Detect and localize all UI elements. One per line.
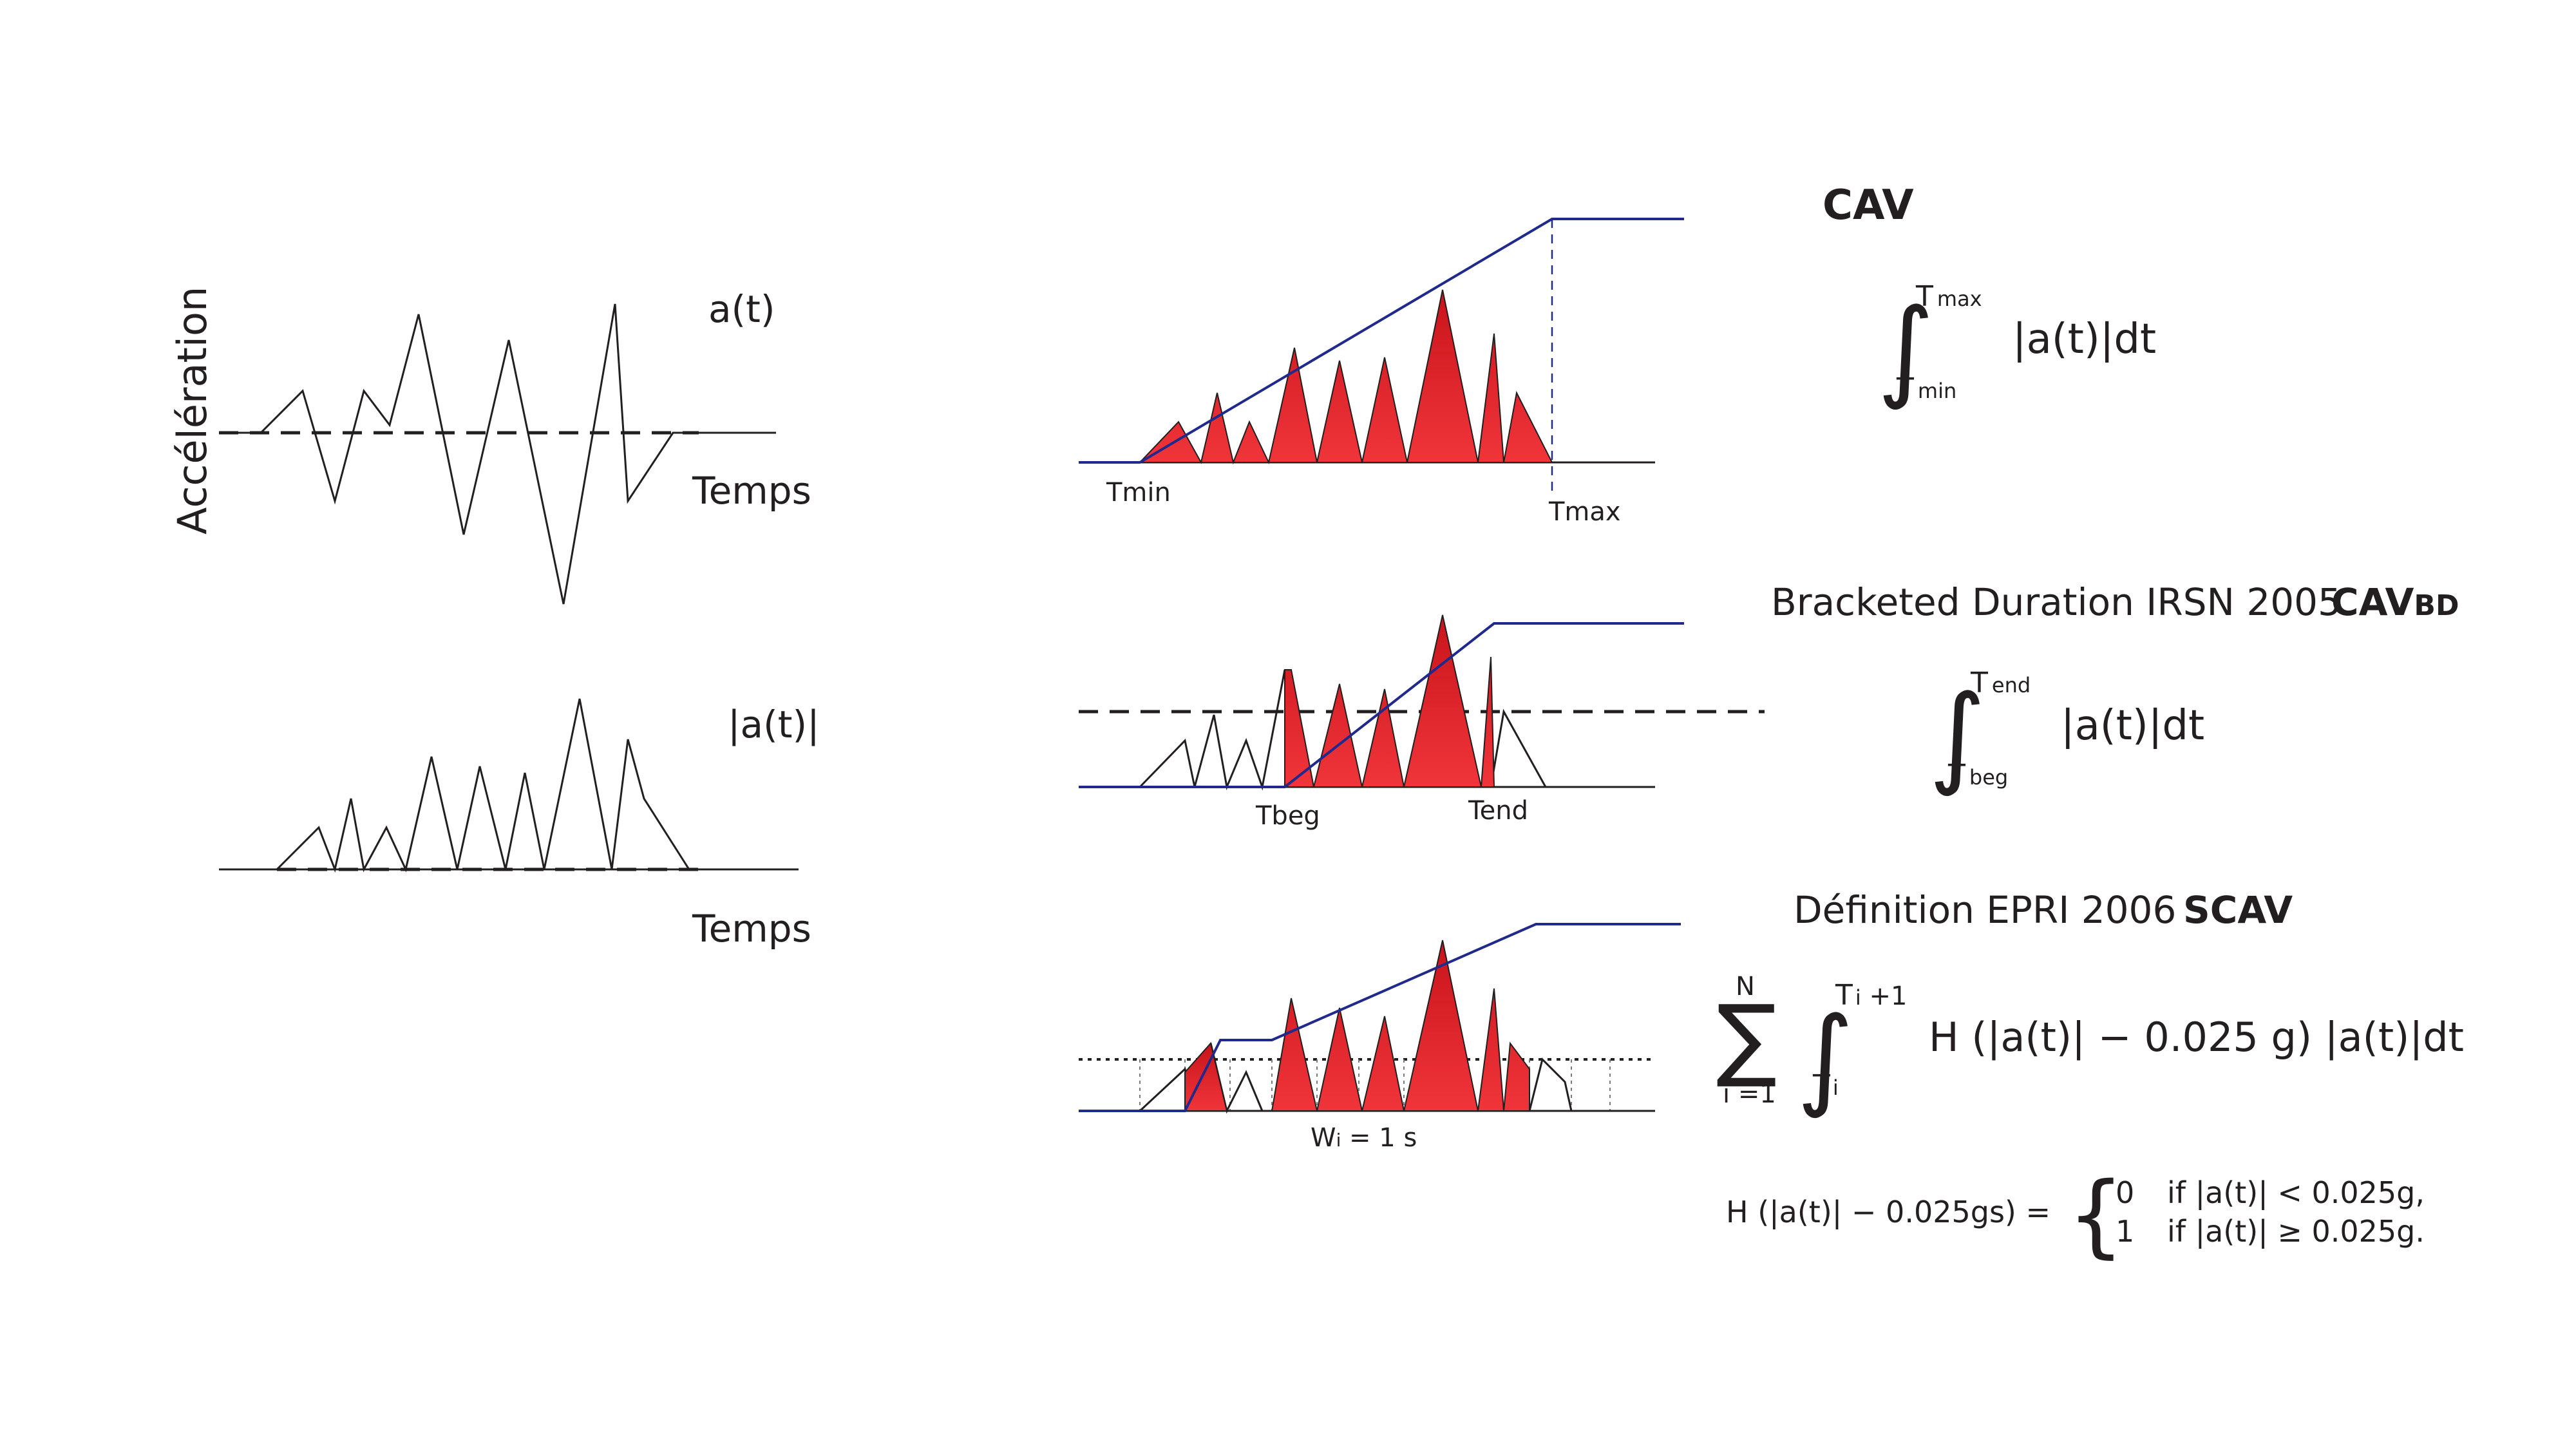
time-label-top: Temps (692, 469, 811, 513)
abs-acceleration-signal (276, 698, 799, 873)
integral-icon: ∫ (1929, 672, 1986, 799)
scav-title: Définition EPRI 2006 (1794, 888, 2176, 932)
cavbd-tail (1490, 708, 1547, 788)
scav-red-spikes-left (1184, 1041, 1228, 1112)
cavbd-integrand: |a(t)|dt (2061, 702, 2204, 750)
sum-upper-limit: N (1736, 972, 1755, 1001)
signal-panel: Accélération a(t) Temps (169, 287, 811, 605)
heaviside-case1-value: 0 (2116, 1175, 2134, 1210)
integral-icon: ∫ (1797, 994, 1854, 1121)
scav-integrand: H (|a(t)| − 0.025 g) |a(t)|dt (1929, 1014, 2464, 1061)
cavbd-title: Bracketed Duration IRSN 2005 (1771, 580, 2342, 624)
cav-tmax-label: Tmax (1548, 497, 1621, 527)
cav-title: CAV (1823, 182, 1914, 229)
scav-window-label: Wi = 1 s (1311, 1123, 1417, 1153)
cavbd-red-spikes (1284, 614, 1495, 788)
scav-red-spikes (1271, 940, 1530, 1112)
summation-icon: ∑ (1716, 986, 1777, 1091)
abs-signal-panel: |a(t)| Temps (219, 698, 820, 951)
sum-lower-limit: i =1 (1723, 1079, 1776, 1109)
heaviside-case2-value: 1 (2116, 1214, 2134, 1249)
acceleration-signal (219, 303, 776, 605)
heaviside-case1-cond: if |a(t)| < 0.025g, (2167, 1175, 2425, 1211)
cavbd-tbeg-label: Tbeg (1255, 801, 1320, 831)
scav-short: SCAV (2183, 888, 2293, 932)
cav-integrand: |a(t)|dt (2012, 316, 2156, 363)
scav-tail (1528, 1057, 1573, 1112)
scav-cumulative-line (1079, 923, 1681, 1112)
scav-chart: Wi = 1 s (1079, 923, 1681, 1153)
integral-icon: ∫ (1877, 285, 1935, 413)
cavbd-sub-threshold-peaks (1139, 669, 1286, 791)
y-axis-label: Accélération (169, 287, 216, 535)
signal-label: a(t) (708, 287, 775, 331)
cav-red-spikes (1138, 289, 1553, 465)
abs-signal-label: |a(t)| (728, 703, 820, 746)
cavbd-tend-label: Tend (1468, 796, 1528, 826)
heaviside-lhs: H (|a(t)| − 0.025gs) = (1726, 1195, 2050, 1230)
heaviside-case2-cond: if |a(t)| ≥ 0.025g. (2167, 1214, 2425, 1249)
cav-tmin-label: Tmin (1106, 478, 1171, 507)
cav-chart: Tmin Tmax (1079, 218, 1684, 527)
cavbd-chart: Tbeg Tend (1079, 614, 1765, 831)
brace-icon: { (2067, 1163, 2125, 1268)
cav-cumulative-line (1079, 218, 1684, 464)
cavbd-cumulative-line (1079, 622, 1684, 788)
time-label-bottom: Temps (692, 907, 811, 951)
cavbd-short: CAVBD (2331, 580, 2459, 624)
